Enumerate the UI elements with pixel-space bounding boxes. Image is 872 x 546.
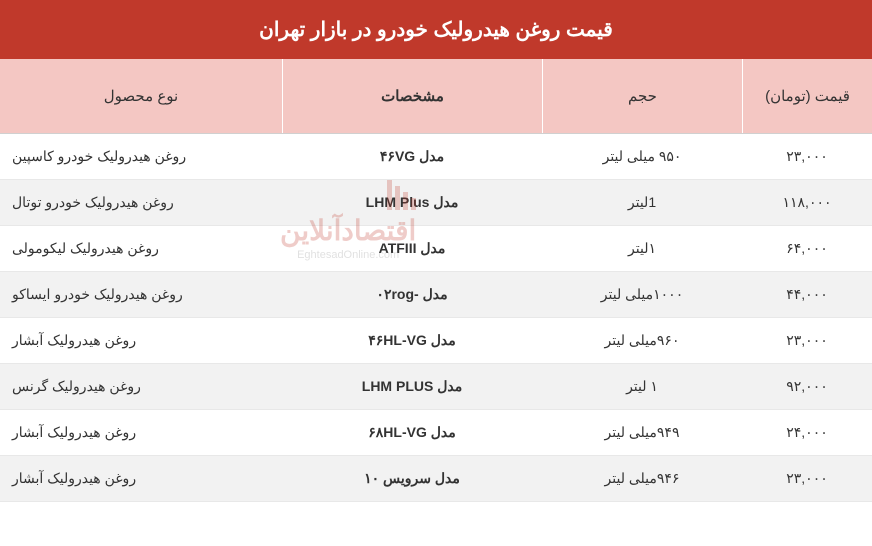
cell-volume: 1لیتر bbox=[542, 180, 742, 225]
cell-volume: ۹۶۰میلی لیتر bbox=[542, 318, 742, 363]
table-row: ۲۳,۰۰۰ ۹۴۶میلی لیتر مدل سرویس ۱۰ روغن هی… bbox=[0, 456, 872, 502]
cell-volume: ۹۴۹میلی لیتر bbox=[542, 410, 742, 455]
table-row: ۱۱۸,۰۰۰ 1لیتر مدل LHM Plus روغن هیدرولیک… bbox=[0, 180, 872, 226]
cell-price: ۴۴,۰۰۰ bbox=[742, 272, 872, 317]
table-row: ۹۲,۰۰۰ ۱ لیتر مدل LHM PLUS روغن هیدرولیک… bbox=[0, 364, 872, 410]
cell-product: روغن هیدرولیک خودرو کاسپین bbox=[0, 134, 282, 179]
cell-product: روغن هیدرولیک آبشار bbox=[0, 318, 282, 363]
cell-product: روغن هیدرولیک خودرو ایساکو bbox=[0, 272, 282, 317]
cell-spec: مدل ۴۶HL-VG bbox=[282, 318, 542, 363]
cell-spec: مدل -۰۲rog bbox=[282, 272, 542, 317]
table-title: قیمت روغن هیدرولیک خودرو در بازار تهران bbox=[0, 0, 872, 59]
table-row: ۲۴,۰۰۰ ۹۴۹میلی لیتر مدل ۶۸HL-VG روغن هید… bbox=[0, 410, 872, 456]
cell-price: ۶۴,۰۰۰ bbox=[742, 226, 872, 271]
cell-spec: مدل LHM PLUS bbox=[282, 364, 542, 409]
cell-product: روغن هیدرولیک آبشار bbox=[0, 456, 282, 501]
cell-price: ۲۳,۰۰۰ bbox=[742, 134, 872, 179]
cell-spec: مدل ۴۶VG bbox=[282, 134, 542, 179]
cell-product: روغن هیدرولیک لیکومولی bbox=[0, 226, 282, 271]
cell-price: ۱۱۸,۰۰۰ bbox=[742, 180, 872, 225]
cell-volume: ۱۰۰۰میلی لیتر bbox=[542, 272, 742, 317]
cell-spec: مدل LHM Plus bbox=[282, 180, 542, 225]
cell-volume: ۱ لیتر bbox=[542, 364, 742, 409]
cell-spec: مدل ATFIII bbox=[282, 226, 542, 271]
cell-volume: ۱لیتر bbox=[542, 226, 742, 271]
cell-price: ۲۴,۰۰۰ bbox=[742, 410, 872, 455]
table-header-row: قیمت (تومان) حجم مشخصات نوع محصول bbox=[0, 59, 872, 134]
cell-volume: ۹۴۶میلی لیتر bbox=[542, 456, 742, 501]
cell-price: ۹۲,۰۰۰ bbox=[742, 364, 872, 409]
header-volume: حجم bbox=[542, 59, 742, 133]
cell-product: روغن هیدرولیک گرنس bbox=[0, 364, 282, 409]
cell-price: ۲۳,۰۰۰ bbox=[742, 318, 872, 363]
table-row: ۶۴,۰۰۰ ۱لیتر مدل ATFIII روغن هیدرولیک لی… bbox=[0, 226, 872, 272]
header-price: قیمت (تومان) bbox=[742, 59, 872, 133]
table-row: ۲۳,۰۰۰ ۹۵۰ میلی لیتر مدل ۴۶VG روغن هیدرو… bbox=[0, 134, 872, 180]
header-product: نوع محصول bbox=[0, 59, 282, 133]
cell-product: روغن هیدرولیک خودرو توتال bbox=[0, 180, 282, 225]
cell-spec: مدل سرویس ۱۰ bbox=[282, 456, 542, 501]
table-row: ۲۳,۰۰۰ ۹۶۰میلی لیتر مدل ۴۶HL-VG روغن هید… bbox=[0, 318, 872, 364]
cell-product: روغن هیدرولیک آبشار bbox=[0, 410, 282, 455]
header-spec: مشخصات bbox=[282, 59, 542, 133]
table-row: ۴۴,۰۰۰ ۱۰۰۰میلی لیتر مدل -۰۲rog روغن هید… bbox=[0, 272, 872, 318]
cell-volume: ۹۵۰ میلی لیتر bbox=[542, 134, 742, 179]
cell-price: ۲۳,۰۰۰ bbox=[742, 456, 872, 501]
cell-spec: مدل ۶۸HL-VG bbox=[282, 410, 542, 455]
price-table: قیمت روغن هیدرولیک خودرو در بازار تهران … bbox=[0, 0, 872, 502]
